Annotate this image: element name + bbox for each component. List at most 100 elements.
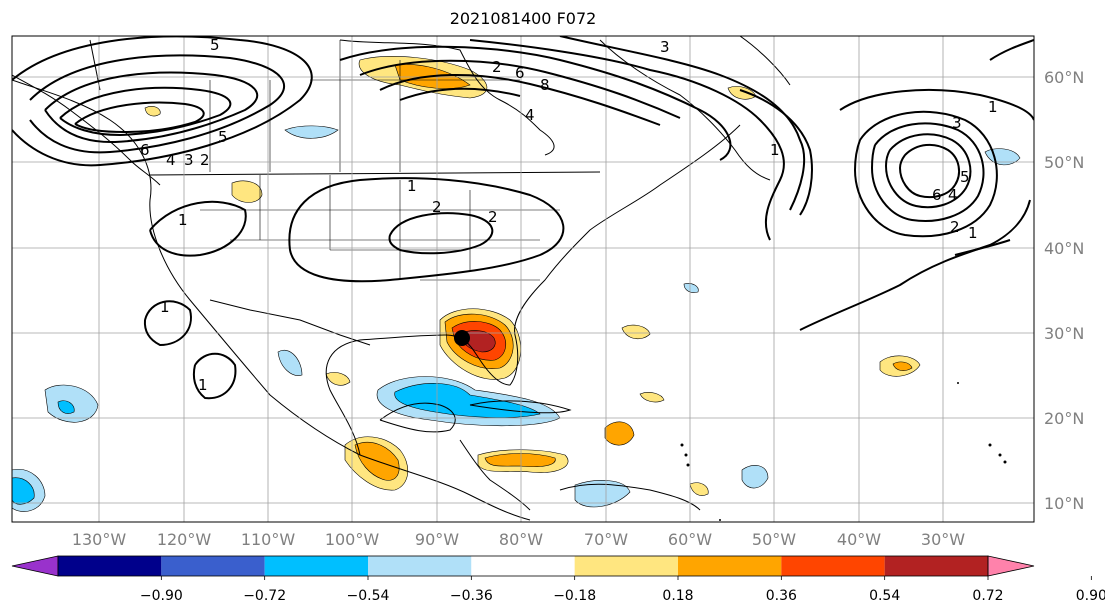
contour-label: 4	[166, 151, 176, 169]
coastlines	[12, 36, 791, 521]
contour-label: 6	[515, 64, 525, 82]
map-frame	[11, 35, 1035, 523]
contour-central-2	[388, 212, 494, 255]
contour-label: 1	[178, 211, 188, 229]
contour-label: 5	[210, 36, 220, 54]
coast-hudson	[339, 39, 555, 156]
contour-atlantic-ridge	[954, 239, 1011, 256]
contour-hudson-1	[339, 45, 732, 161]
latitude-label: 60°N	[1044, 68, 1084, 87]
colorbar-extend-high	[987, 555, 1035, 577]
border-states	[200, 175, 560, 281]
colorbar-tick-label: −0.72	[243, 588, 286, 604]
anomaly-caribbean-core	[484, 453, 556, 468]
longitude-label: 100°W	[325, 530, 380, 549]
contour-pac-low	[143, 300, 192, 347]
contour-atlantic-1	[799, 199, 1031, 331]
anomaly-yuc	[689, 482, 709, 496]
contour-label: 5	[218, 128, 228, 146]
contour-label: 1	[160, 298, 170, 316]
contour-label: 1	[968, 224, 978, 242]
contour-right-edge	[989, 39, 1034, 61]
contour-pacific-4	[59, 86, 232, 137]
colorbar-tick-label: 0.18	[662, 588, 693, 604]
anomaly-pac-small	[144, 106, 161, 117]
coast-greenland	[739, 36, 791, 86]
anomaly-mexico-gulf	[325, 372, 351, 386]
contour-pacific-3	[44, 71, 259, 144]
contour-label: 8	[540, 76, 550, 94]
colorbar-tick-label: 0.36	[766, 588, 797, 604]
map-background	[12, 36, 1034, 522]
coast-gulf	[325, 124, 741, 456]
coast-west	[12, 79, 531, 521]
contour-label: 2	[492, 58, 502, 76]
colorbar-tick-label: −0.54	[347, 588, 390, 604]
latitude-label: 50°N	[1044, 153, 1084, 172]
contour-label: 2	[488, 208, 498, 226]
longitude-label: 40°W	[837, 530, 881, 549]
contour-hudson-2	[359, 59, 681, 119]
longitude-label: 60°W	[668, 530, 712, 549]
contour-pacific-2	[29, 54, 285, 154]
contour-hudson-3	[379, 73, 661, 126]
anomaly-bc	[284, 125, 339, 139]
anomaly-atl-small	[683, 283, 699, 293]
anomaly-venezuela	[574, 480, 631, 508]
contour-label: 3	[952, 114, 962, 132]
latitude-label: 10°N	[1044, 494, 1084, 513]
colorbar-tick-label: 0.90	[1076, 588, 1105, 604]
colorbar-segment	[781, 556, 885, 576]
contour-lines	[12, 36, 1034, 400]
contour-label: 2	[432, 198, 442, 216]
contour-label: 6	[140, 141, 150, 159]
islands	[680, 382, 1007, 521]
anomaly-cuba	[639, 392, 665, 403]
contour-label: 1	[198, 376, 208, 394]
map-title: 2021081400 F072	[449, 9, 597, 28]
contour-low-1	[853, 110, 998, 238]
latitude-label: 40°N	[1044, 239, 1084, 258]
contour-label: 3	[660, 38, 670, 56]
colorbar-tick-label: −0.18	[553, 588, 596, 604]
colorbar-segment	[884, 556, 988, 576]
contour-central-1	[288, 177, 565, 283]
contour-label-group: 5 3 6 2 8 4 1 5 6 4 3 2 1 1 2 2 1 1 1 3 …	[140, 36, 998, 394]
contour-ridge-2	[559, 36, 806, 211]
colorbar-segment	[574, 556, 678, 576]
colorbar-tick-label: −0.36	[450, 588, 493, 604]
contour-pac-low-2	[192, 352, 237, 400]
colorbar: −0.90 −0.72 −0.54 −0.36 −0.18 0.18 0.36 0.54 0.7…	[11, 555, 1105, 604]
contour-label: 4	[525, 106, 535, 124]
border-provinces	[209, 40, 520, 172]
coast-cuba	[469, 400, 572, 414]
contour-hudson-4	[399, 87, 521, 101]
anomaly-atlantic-2-core	[892, 361, 913, 371]
anomaly-montana	[231, 180, 263, 203]
contour-label: 3	[184, 151, 194, 169]
coast-yucatan	[379, 402, 456, 433]
colorbar-segment	[678, 556, 782, 576]
longitude-label: 90°W	[415, 530, 459, 549]
longitude-label: 130°W	[72, 530, 127, 549]
contour-west-1	[149, 200, 247, 257]
colorbar-segment	[368, 556, 472, 576]
contour-low-3	[884, 133, 972, 209]
coast-central-america	[459, 439, 531, 511]
contour-label: 6	[932, 186, 942, 204]
contour-pacific-1	[12, 36, 313, 167]
contour-label: 5	[960, 168, 970, 186]
colorbar-segment	[58, 556, 162, 576]
border-us-canada	[149, 171, 601, 176]
colorbar-tick-label: 0.54	[869, 588, 900, 604]
contour-label: 1	[770, 141, 780, 159]
longitude-label: 120°W	[157, 530, 212, 549]
colorbar-segment	[264, 556, 368, 576]
colorbar-tick-label: −0.90	[140, 588, 183, 604]
contour-low-2	[870, 122, 985, 222]
coast-south-america	[559, 483, 701, 511]
colorbar-extend-low	[11, 555, 59, 577]
colorbar-segment	[471, 556, 575, 576]
anomaly-atlantic-3	[741, 465, 769, 489]
